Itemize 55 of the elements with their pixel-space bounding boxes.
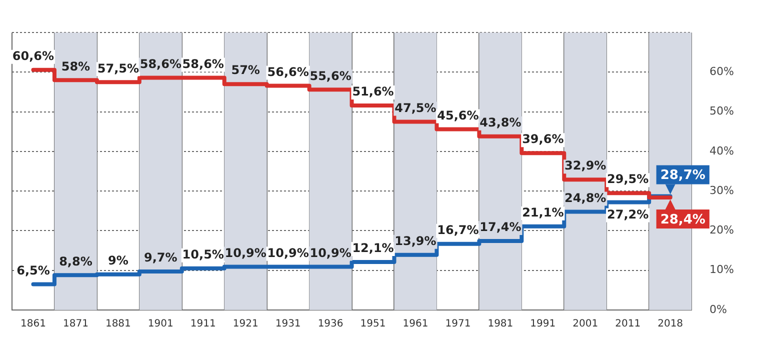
data-label: 39,6% xyxy=(522,132,564,146)
x-tick-label: 1931 xyxy=(275,318,301,330)
data-label: 47,5% xyxy=(394,100,436,115)
data-label: 10,9% xyxy=(224,246,266,260)
data-label: 17,4% xyxy=(480,220,522,234)
data-label: 21,1% xyxy=(522,206,564,220)
x-tick-label: 1991 xyxy=(530,318,556,330)
y-tick-label: 0% xyxy=(710,302,728,316)
y-tick-label: 40% xyxy=(710,144,734,158)
data-label: 28,4% xyxy=(660,212,706,228)
data-label: 8,8% xyxy=(59,254,92,268)
y-tick-label: 50% xyxy=(710,104,734,118)
data-label: 32,9% xyxy=(564,158,606,173)
data-label: 24,8% xyxy=(564,190,606,205)
data-label: 16,7% xyxy=(437,222,479,237)
y-tick-label: 20% xyxy=(710,224,734,237)
data-label: 58,6% xyxy=(140,56,182,71)
data-label: 57% xyxy=(231,63,260,78)
y-tick-label: 60% xyxy=(710,65,734,78)
data-label: 9% xyxy=(108,253,128,268)
data-label: 29,5% xyxy=(607,172,649,186)
y-tick-label: 10% xyxy=(710,263,734,276)
x-tick-label: 1951 xyxy=(360,318,386,330)
y-tick-label: 30% xyxy=(710,184,734,197)
data-label: 10,9% xyxy=(310,246,352,260)
data-label: 10,5% xyxy=(182,248,224,262)
data-label: 56,6% xyxy=(267,64,309,79)
data-label: 55,6% xyxy=(310,68,352,83)
x-tick-label: 1921 xyxy=(232,318,258,330)
data-label: 57,5% xyxy=(97,61,139,76)
x-tick-label: 1981 xyxy=(488,318,514,330)
data-label: 6,5% xyxy=(16,263,50,278)
x-tick-label: 2018 xyxy=(658,318,684,330)
data-label: 27,2% xyxy=(607,207,649,222)
x-tick-label: 2001 xyxy=(572,318,598,330)
data-label: 58% xyxy=(61,59,90,74)
data-label: 13,9% xyxy=(394,234,436,248)
data-label: 43,8% xyxy=(480,116,522,130)
x-tick-label: 1971 xyxy=(445,318,471,330)
data-label: 28,7% xyxy=(660,168,706,184)
x-tick-label: 1961 xyxy=(402,318,428,330)
data-label: 51,6% xyxy=(352,84,394,99)
x-tick-label: 2011 xyxy=(615,318,641,330)
data-label: 58,6% xyxy=(182,56,224,71)
data-label: 45,6% xyxy=(437,108,479,122)
data-label: 10,9% xyxy=(267,246,309,260)
x-tick-label: 1901 xyxy=(148,318,174,330)
x-tick-label: 1881 xyxy=(105,318,131,330)
data-label: 9,7% xyxy=(144,250,178,265)
x-tick-label: 1871 xyxy=(62,318,88,330)
data-label: 60,6% xyxy=(12,48,54,63)
x-tick-label: 1911 xyxy=(190,318,216,330)
x-tick-label: 1861 xyxy=(20,318,46,330)
x-tick-label: 1936 xyxy=(318,318,344,330)
data-label: 12,1% xyxy=(352,241,394,256)
